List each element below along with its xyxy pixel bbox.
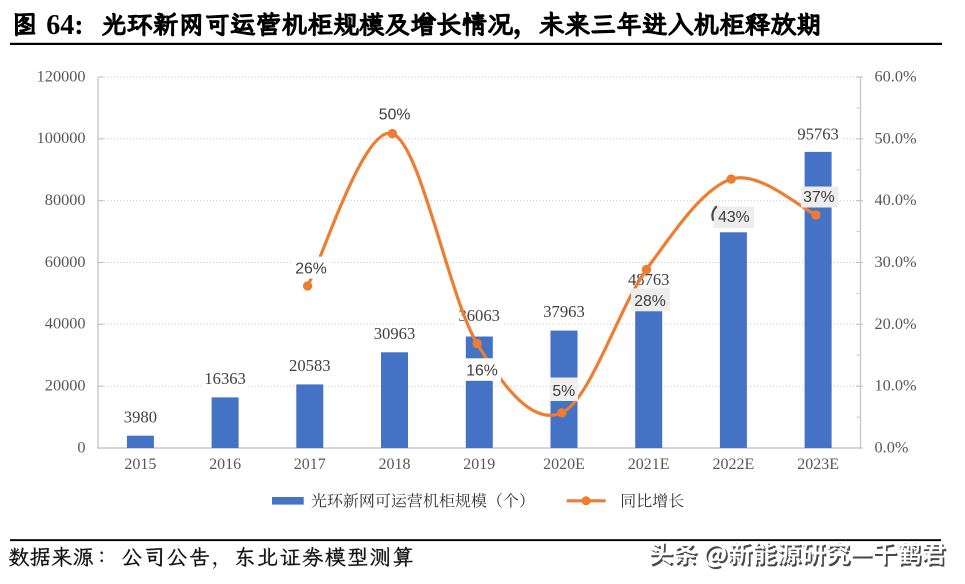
svg-text:30.0%: 30.0%: [875, 252, 917, 271]
svg-text:5%: 5%: [552, 383, 575, 400]
svg-text:26%: 26%: [295, 261, 327, 278]
svg-text:2016: 2016: [209, 456, 241, 473]
svg-text:95763: 95763: [797, 124, 838, 143]
svg-text:2023E: 2023E: [797, 456, 839, 473]
svg-text:0.0%: 0.0%: [875, 438, 909, 457]
svg-text:2021E: 2021E: [628, 456, 670, 473]
svg-text:20.0%: 20.0%: [875, 314, 917, 333]
svg-text:60.0%: 60.0%: [875, 67, 917, 86]
svg-text:40000: 40000: [45, 314, 86, 333]
svg-text:20000: 20000: [45, 376, 86, 395]
svg-text:16363: 16363: [204, 369, 245, 388]
svg-text:3980: 3980: [124, 408, 157, 427]
svg-text:50%: 50%: [379, 106, 411, 123]
svg-text:28%: 28%: [634, 293, 666, 310]
svg-text:2022E: 2022E: [713, 456, 755, 473]
svg-text:10.0%: 10.0%: [875, 376, 917, 395]
svg-text:43%: 43%: [718, 209, 750, 226]
svg-text:16%: 16%: [466, 362, 498, 379]
svg-text:60000: 60000: [45, 252, 86, 271]
svg-text:0: 0: [77, 437, 85, 456]
svg-text:37%: 37%: [803, 189, 835, 206]
svg-text:120000: 120000: [37, 66, 86, 85]
svg-text:50.0%: 50.0%: [875, 128, 917, 147]
svg-text:2020E: 2020E: [543, 456, 585, 473]
svg-text:2017: 2017: [294, 456, 326, 473]
svg-text:80000: 80000: [45, 190, 86, 209]
svg-text:100000: 100000: [37, 128, 86, 147]
svg-text:36063: 36063: [458, 306, 499, 325]
svg-text:2019: 2019: [463, 456, 495, 473]
svg-text:37963: 37963: [543, 302, 584, 321]
svg-text:64:: 64:: [46, 10, 83, 41]
svg-text:20583: 20583: [289, 356, 330, 375]
svg-text:30963: 30963: [374, 324, 415, 343]
svg-text:2018: 2018: [379, 456, 411, 473]
svg-text:2015: 2015: [124, 456, 156, 473]
svg-text:40.0%: 40.0%: [875, 190, 917, 209]
